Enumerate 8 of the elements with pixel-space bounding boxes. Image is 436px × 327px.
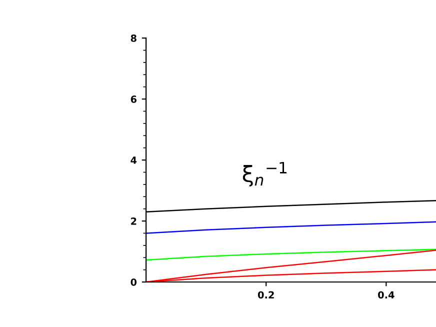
y-tick-label: 0 [130,278,137,286]
annotation: ξ$_{n}$$^{−1}$ [242,162,287,187]
y-tick-label: 4 [130,156,137,164]
x-tick-label: 0.4 [378,291,394,299]
y-tick-label: 2 [131,217,136,225]
y-tick-label: 8 [130,34,136,42]
y-tick-label: 6 [130,96,137,103]
x-tick-label: 0.2 [258,291,274,299]
